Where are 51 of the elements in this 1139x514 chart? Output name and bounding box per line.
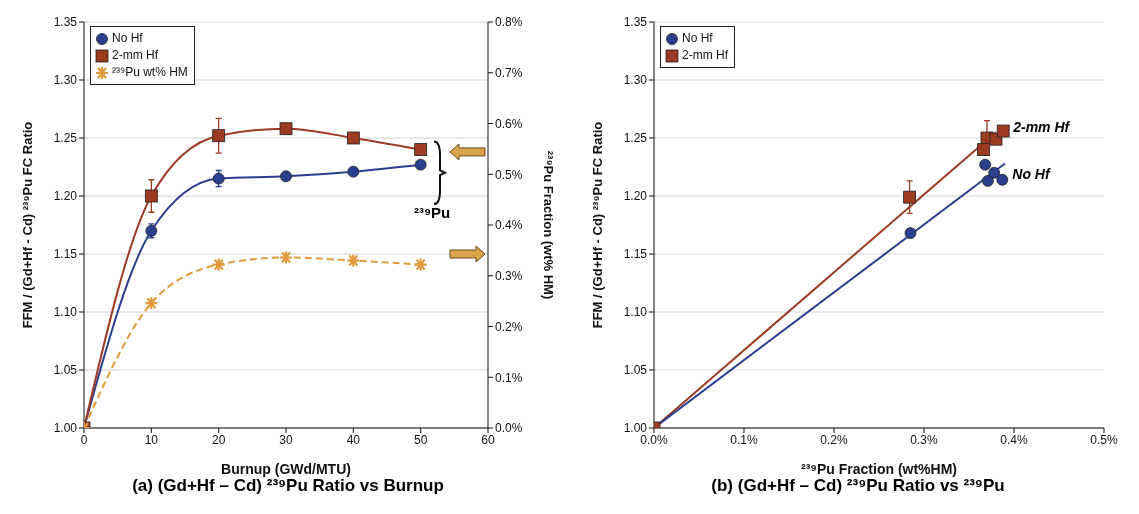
y2-tick-label: 0.8% xyxy=(495,15,523,30)
x-tick-label: 0.5% xyxy=(1090,432,1118,447)
legend-label: 2-mm Hf xyxy=(112,47,158,64)
y-tick-label: 1.30 xyxy=(53,73,78,88)
x-tick-label: 50 xyxy=(413,432,428,447)
x-axis-title: Burnup (GWd/MTU) xyxy=(221,461,351,477)
y-tick-label: 1.20 xyxy=(623,189,648,204)
x-tick-label: 0.4% xyxy=(1000,432,1028,447)
y2-tick-label: 0.2% xyxy=(495,319,523,334)
y2-tick-label: 0.3% xyxy=(495,269,523,284)
legend-label: No Hf xyxy=(682,30,713,47)
legend-label: No Hf xyxy=(112,30,143,47)
x-tick-label: 30 xyxy=(279,432,293,447)
annotation: No Hf xyxy=(1012,165,1050,182)
annotation: 2-mm Hf xyxy=(1013,119,1070,136)
x-tick-label: 10 xyxy=(144,432,159,447)
y-axis-title: FFM / (Gd+Hf - Cd) ²³⁹Pu FC Ratio xyxy=(19,121,35,329)
y-tick-label: 1.15 xyxy=(53,247,78,262)
y-tick-label: 1.05 xyxy=(623,363,648,378)
y-tick-label: 1.05 xyxy=(53,363,78,378)
y2-tick-label: 0.6% xyxy=(495,116,523,131)
y-tick-label: 1.20 xyxy=(53,189,78,204)
y-tick-label: 1.00 xyxy=(53,421,78,436)
text: (b) (Gd+Hf – Cd) ²³⁹Pu Ratio vs ²³⁹Pu xyxy=(710,476,1006,496)
x-tick-label: 0.3% xyxy=(910,432,938,447)
x-tick-label: 0 xyxy=(80,432,88,447)
y-tick-label: 1.10 xyxy=(623,305,648,320)
x-tick-label: 20 xyxy=(211,432,226,447)
y-tick-label: 1.25 xyxy=(623,131,648,146)
y-tick-label: 1.35 xyxy=(623,15,648,30)
text: (a) (Gd+Hf – Cd) ²³⁹Pu Ratio vs Burnup xyxy=(131,476,445,496)
x-tick-label: 0.2% xyxy=(820,432,848,447)
annotation: ²³⁹Pu xyxy=(414,203,451,221)
y2-tick-label: 0.7% xyxy=(495,66,523,81)
y-tick-label: 1.25 xyxy=(53,131,78,146)
y2-tick-label: 0.1% xyxy=(495,370,523,385)
y2-tick-label: 0.5% xyxy=(495,167,523,182)
legend-label: 2-mm Hf xyxy=(682,47,728,64)
x-tick-label: 60 xyxy=(481,432,495,447)
legend-label: ²³⁹Pu wt% HM xyxy=(112,64,188,81)
y2-tick-label: 0.4% xyxy=(495,218,523,233)
y-tick-label: 1.30 xyxy=(623,73,648,88)
y2-axis-title: ²³⁹Pu Fraction (wt% HM) xyxy=(541,150,557,300)
y-tick-label: 1.10 xyxy=(53,305,78,320)
x-tick-label: 0.1% xyxy=(730,432,758,447)
y-axis-title: FFM / (Gd+Hf - Cd) ²³⁹Pu FC Ratio xyxy=(589,121,605,329)
x-tick-label: 40 xyxy=(346,432,361,447)
y2-tick-label: 0.0% xyxy=(495,421,523,436)
x-axis-title: ²³⁹Pu Fraction (wt%HM) xyxy=(801,461,957,477)
y-tick-label: 1.15 xyxy=(623,247,648,262)
y-tick-label: 1.35 xyxy=(53,15,78,30)
